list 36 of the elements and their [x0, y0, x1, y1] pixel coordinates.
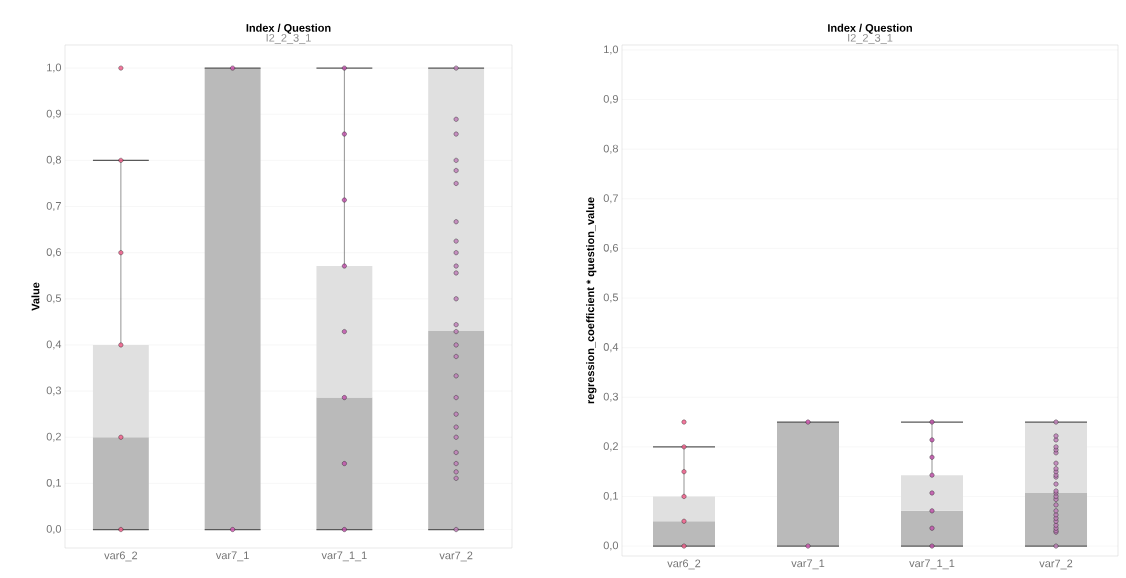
y-tick-label: 0,4: [603, 343, 619, 353]
y-tick-label: 0,2: [46, 432, 61, 442]
x-tick-label: var7_1: [791, 559, 825, 570]
y-tick-label: 0,1: [603, 491, 618, 501]
x-tick-label: var6_2: [667, 559, 701, 570]
x-tick-label: var7_1_1: [909, 559, 955, 570]
y-tick-label: 0,0: [603, 541, 619, 551]
y-tick-label: 1,0: [604, 45, 619, 55]
x-tick-label: var7_1_1: [321, 551, 367, 562]
y-tick-label: 0,5: [46, 294, 62, 304]
y-tick-label: 0,2: [603, 442, 618, 452]
y-tick-label: 0,6: [46, 248, 61, 258]
y-tick-label: 0,3: [603, 392, 618, 402]
chart-title: Index / Question: [828, 23, 912, 34]
chart-title: Index / Question: [246, 23, 331, 34]
y-tick-label: 0,7: [46, 201, 61, 212]
y-tick-label: 0,8: [46, 155, 61, 165]
y-tick-label: 0,1: [46, 478, 61, 488]
y-tick-label: 0,9: [603, 95, 618, 105]
y-axis-title: regression_coefficient * question_value: [586, 197, 597, 404]
y-tick-label: 0,3: [46, 386, 61, 396]
y-tick-label: 0,8: [603, 144, 618, 154]
y-tick-label: 0,5: [603, 293, 619, 303]
y-tick-label: 0,7: [603, 194, 618, 204]
chart-subtitle: I2_2_3_1: [848, 33, 893, 44]
x-tick-label: var7_2: [1039, 559, 1073, 570]
x-tick-label: var7_1: [215, 551, 249, 562]
x-tick-label: var6_2: [104, 551, 138, 562]
y-tick-label: 0,9: [46, 109, 61, 119]
x-tick-label: var7_2: [439, 551, 473, 562]
y-tick-label: 0,6: [603, 243, 618, 253]
y-tick-label: 0,4: [46, 340, 62, 350]
chart-subtitle: I2_2_3_1: [266, 33, 311, 44]
y-axis-title: Value: [31, 282, 40, 311]
y-tick-label: 0,0: [46, 525, 62, 535]
y-tick-label: 1,0: [47, 63, 62, 73]
